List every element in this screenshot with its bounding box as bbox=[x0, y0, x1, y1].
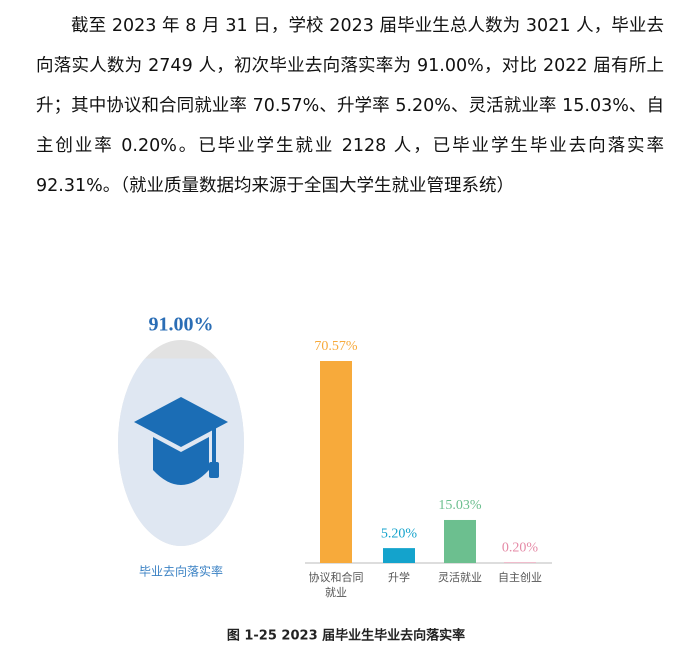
bar bbox=[383, 548, 415, 563]
value-label: 70.57% bbox=[314, 339, 358, 354]
bar bbox=[320, 361, 352, 563]
value-label: 5.20% bbox=[381, 526, 418, 541]
category-label: 协议和合同就业 bbox=[309, 570, 364, 599]
value-label: 15.03% bbox=[438, 498, 482, 513]
category-label: 升学 bbox=[388, 570, 410, 584]
gauge-value-label: 91.00% bbox=[149, 314, 214, 336]
caption: 图 1-25 2023 届毕业生毕业去向落实率 bbox=[227, 628, 465, 644]
category-label: 自主创业 bbox=[498, 571, 542, 584]
gauge-label: 毕业去向落实率 bbox=[139, 564, 223, 579]
bar bbox=[504, 562, 536, 563]
bar bbox=[444, 519, 476, 563]
cap-icon bbox=[134, 397, 228, 485]
category-label: 灵活就业 bbox=[438, 570, 482, 584]
paragraph: 截至 2023 年 8 月 31 日，学校 2023 届毕业生总人数为 3021… bbox=[36, 16, 664, 196]
value-label: 0.20% bbox=[502, 541, 539, 556]
